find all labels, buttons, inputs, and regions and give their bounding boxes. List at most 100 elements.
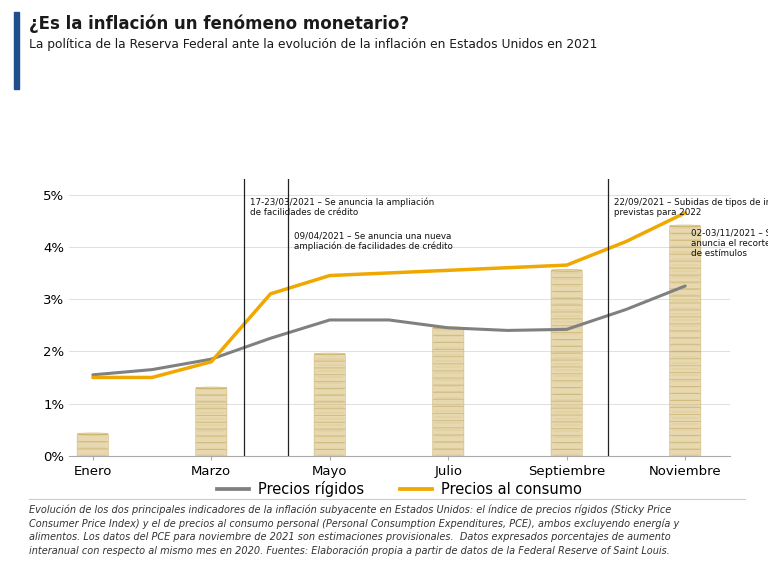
FancyBboxPatch shape bbox=[670, 282, 701, 289]
FancyBboxPatch shape bbox=[551, 443, 582, 449]
FancyBboxPatch shape bbox=[551, 381, 582, 387]
FancyBboxPatch shape bbox=[196, 395, 227, 402]
FancyBboxPatch shape bbox=[314, 449, 346, 456]
FancyBboxPatch shape bbox=[77, 434, 108, 441]
FancyBboxPatch shape bbox=[670, 429, 701, 435]
FancyBboxPatch shape bbox=[77, 442, 108, 449]
FancyBboxPatch shape bbox=[196, 436, 227, 443]
FancyBboxPatch shape bbox=[314, 443, 346, 449]
FancyBboxPatch shape bbox=[314, 429, 346, 436]
FancyBboxPatch shape bbox=[670, 394, 701, 400]
FancyBboxPatch shape bbox=[670, 380, 701, 387]
FancyBboxPatch shape bbox=[670, 436, 701, 442]
FancyBboxPatch shape bbox=[314, 361, 346, 368]
FancyBboxPatch shape bbox=[196, 402, 227, 409]
Text: 22/09/2021 – Subidas de tipos de interés
previstas para 2022: 22/09/2021 – Subidas de tipos de interés… bbox=[614, 197, 768, 217]
FancyBboxPatch shape bbox=[432, 343, 464, 350]
FancyBboxPatch shape bbox=[551, 395, 582, 401]
FancyBboxPatch shape bbox=[670, 387, 701, 394]
FancyBboxPatch shape bbox=[432, 328, 464, 335]
FancyBboxPatch shape bbox=[551, 422, 582, 429]
FancyBboxPatch shape bbox=[551, 298, 582, 305]
Text: Evolución de los dos principales indicadores de la inflación subyacente en Estad: Evolución de los dos principales indicad… bbox=[29, 505, 680, 556]
Ellipse shape bbox=[670, 225, 700, 227]
FancyBboxPatch shape bbox=[551, 340, 582, 346]
FancyBboxPatch shape bbox=[432, 435, 464, 442]
FancyBboxPatch shape bbox=[670, 449, 701, 456]
FancyBboxPatch shape bbox=[196, 449, 227, 456]
FancyBboxPatch shape bbox=[432, 428, 464, 434]
FancyBboxPatch shape bbox=[670, 345, 701, 351]
FancyBboxPatch shape bbox=[670, 443, 701, 449]
FancyBboxPatch shape bbox=[670, 227, 701, 233]
FancyBboxPatch shape bbox=[432, 449, 464, 456]
Text: La política de la Reserva Federal ante la evolución de la inflación en Estados U: La política de la Reserva Federal ante l… bbox=[29, 38, 598, 51]
FancyBboxPatch shape bbox=[670, 366, 701, 373]
FancyBboxPatch shape bbox=[432, 350, 464, 357]
FancyBboxPatch shape bbox=[670, 331, 701, 338]
FancyBboxPatch shape bbox=[670, 400, 701, 407]
FancyBboxPatch shape bbox=[551, 319, 582, 325]
FancyBboxPatch shape bbox=[314, 388, 346, 395]
FancyBboxPatch shape bbox=[670, 317, 701, 324]
FancyBboxPatch shape bbox=[670, 338, 701, 344]
FancyBboxPatch shape bbox=[432, 364, 464, 371]
Ellipse shape bbox=[78, 433, 108, 435]
FancyBboxPatch shape bbox=[432, 414, 464, 421]
FancyBboxPatch shape bbox=[551, 415, 582, 422]
FancyBboxPatch shape bbox=[314, 422, 346, 429]
FancyBboxPatch shape bbox=[670, 261, 701, 268]
FancyBboxPatch shape bbox=[551, 374, 582, 380]
FancyBboxPatch shape bbox=[551, 271, 582, 278]
Ellipse shape bbox=[314, 353, 345, 355]
FancyBboxPatch shape bbox=[432, 399, 464, 406]
FancyBboxPatch shape bbox=[670, 289, 701, 296]
FancyBboxPatch shape bbox=[670, 324, 701, 331]
FancyBboxPatch shape bbox=[670, 296, 701, 303]
FancyBboxPatch shape bbox=[432, 335, 464, 342]
FancyBboxPatch shape bbox=[314, 381, 346, 388]
FancyBboxPatch shape bbox=[432, 378, 464, 385]
FancyBboxPatch shape bbox=[670, 359, 701, 365]
FancyBboxPatch shape bbox=[670, 303, 701, 310]
Ellipse shape bbox=[551, 269, 582, 271]
FancyBboxPatch shape bbox=[670, 407, 701, 414]
Text: 09/04/2021 – Se anuncia una nueva
ampliación de facilidades de crédito: 09/04/2021 – Se anuncia una nueva amplia… bbox=[294, 231, 453, 251]
FancyBboxPatch shape bbox=[314, 354, 346, 361]
FancyBboxPatch shape bbox=[432, 371, 464, 378]
FancyBboxPatch shape bbox=[196, 429, 227, 436]
FancyBboxPatch shape bbox=[432, 357, 464, 364]
FancyBboxPatch shape bbox=[314, 402, 346, 409]
FancyBboxPatch shape bbox=[314, 368, 346, 374]
FancyBboxPatch shape bbox=[432, 421, 464, 428]
FancyBboxPatch shape bbox=[551, 333, 582, 339]
FancyBboxPatch shape bbox=[196, 409, 227, 415]
FancyBboxPatch shape bbox=[551, 409, 582, 415]
Ellipse shape bbox=[433, 327, 464, 329]
FancyBboxPatch shape bbox=[551, 312, 582, 319]
FancyBboxPatch shape bbox=[551, 449, 582, 456]
FancyBboxPatch shape bbox=[551, 402, 582, 408]
FancyBboxPatch shape bbox=[670, 234, 701, 240]
FancyBboxPatch shape bbox=[314, 436, 346, 443]
FancyBboxPatch shape bbox=[314, 375, 346, 381]
Text: 17-23/03/2021 – Se anuncia la ampliación
de facilidades de crédito: 17-23/03/2021 – Se anuncia la ampliación… bbox=[250, 197, 434, 217]
FancyBboxPatch shape bbox=[314, 415, 346, 422]
FancyBboxPatch shape bbox=[432, 392, 464, 399]
FancyBboxPatch shape bbox=[670, 373, 701, 380]
FancyBboxPatch shape bbox=[551, 436, 582, 443]
FancyBboxPatch shape bbox=[432, 407, 464, 413]
FancyBboxPatch shape bbox=[670, 248, 701, 254]
FancyBboxPatch shape bbox=[196, 415, 227, 422]
FancyBboxPatch shape bbox=[670, 415, 701, 421]
Legend: Precios rígidos, Precios al consumo: Precios rígidos, Precios al consumo bbox=[211, 475, 588, 503]
FancyBboxPatch shape bbox=[551, 278, 582, 284]
FancyBboxPatch shape bbox=[551, 353, 582, 360]
FancyBboxPatch shape bbox=[670, 254, 701, 261]
FancyBboxPatch shape bbox=[77, 449, 108, 456]
FancyBboxPatch shape bbox=[196, 422, 227, 429]
FancyBboxPatch shape bbox=[670, 268, 701, 275]
FancyBboxPatch shape bbox=[551, 388, 582, 394]
FancyBboxPatch shape bbox=[670, 275, 701, 282]
Ellipse shape bbox=[196, 387, 227, 389]
